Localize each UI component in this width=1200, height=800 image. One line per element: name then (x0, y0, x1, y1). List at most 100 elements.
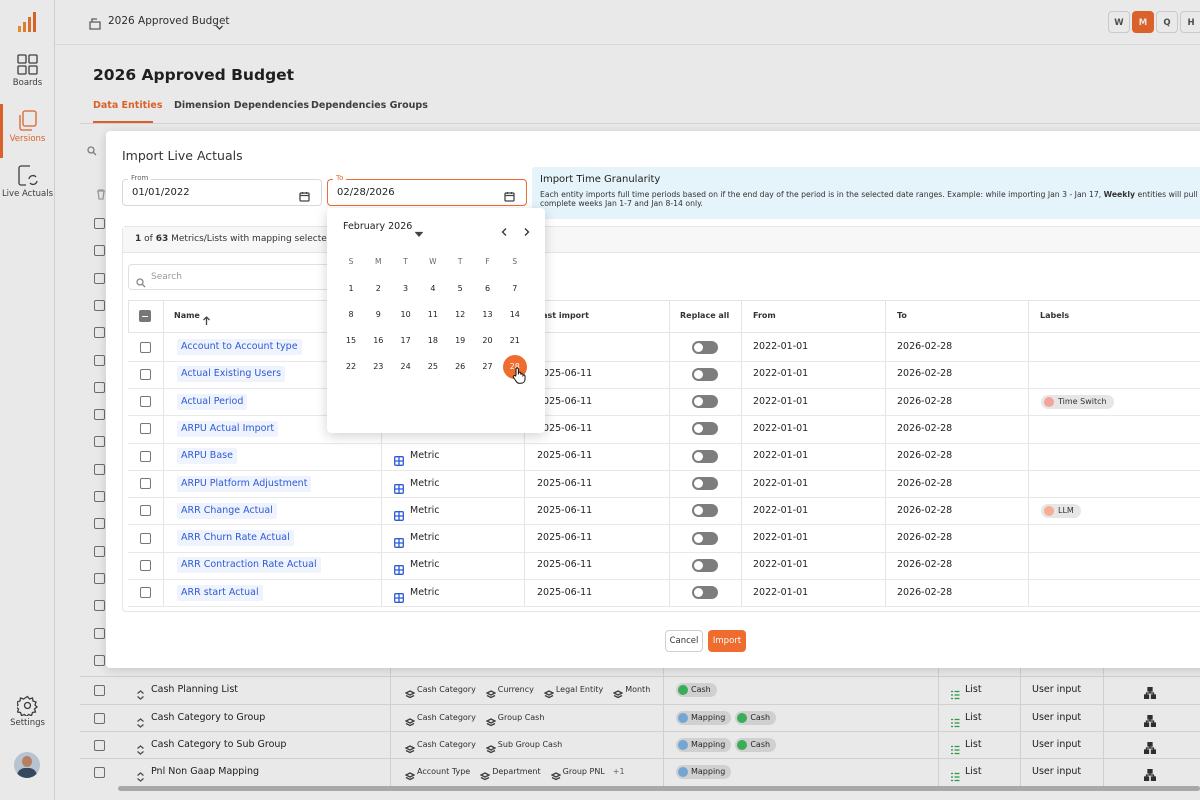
period-button[interactable]: Q (1156, 11, 1178, 33)
day[interactable]: 5 (457, 284, 463, 293)
day[interactable]: 17 (400, 336, 411, 345)
day[interactable]: 27 (482, 362, 493, 371)
tab[interactable]: Dependencies Groups (311, 100, 428, 111)
hierarchy-icon[interactable] (1143, 684, 1157, 700)
period-button[interactable]: M (1132, 11, 1154, 33)
nav-icon[interactable] (17, 110, 38, 131)
bg-checkbox[interactable] (94, 354, 105, 366)
entity-link[interactable]: ARR Churn Rate Actual (177, 530, 294, 547)
column-header[interactable]: Name (174, 311, 200, 320)
hierarchy-icon[interactable] (1143, 712, 1157, 728)
tab[interactable]: Dimension Dependencies (174, 100, 310, 111)
period-button[interactable]: H (1180, 11, 1200, 33)
entity-link[interactable]: Actual Period (177, 393, 248, 410)
replace-toggle[interactable] (692, 422, 718, 436)
row-checkbox[interactable] (140, 423, 151, 435)
day[interactable]: 12 (455, 310, 466, 319)
entity-link[interactable]: ARR Change Actual (177, 502, 277, 519)
day[interactable]: 14 (509, 310, 520, 319)
month-caret[interactable] (414, 223, 424, 237)
search-placeholder[interactable]: Search (151, 272, 182, 282)
row-checkbox[interactable] (140, 532, 151, 544)
bg-checkbox[interactable] (94, 740, 105, 751)
next-month[interactable] (522, 222, 531, 236)
replace-toggle[interactable] (692, 531, 718, 545)
calendar-month[interactable]: February 2026 (343, 221, 413, 232)
day[interactable]: 21 (509, 336, 520, 345)
day[interactable]: 28 (509, 362, 520, 371)
nav-label[interactable]: Boards (12, 78, 43, 88)
period-label[interactable]: Q (1163, 18, 1171, 28)
row-checkbox[interactable] (140, 587, 151, 599)
entity-link[interactable]: ARPU Actual Import (177, 420, 279, 437)
bg-checkbox[interactable] (94, 327, 105, 339)
calendar-icon[interactable] (299, 187, 310, 202)
date-field-value[interactable]: 02/28/2026 (337, 187, 395, 198)
replace-toggle[interactable] (692, 558, 718, 572)
breadcrumb-caret[interactable] (215, 17, 224, 30)
cancel-button[interactable]: Cancel (665, 630, 703, 652)
replace-toggle[interactable] (692, 504, 718, 518)
entity-link[interactable]: ARPU Platform Adjustment (177, 475, 312, 492)
replace-toggle[interactable] (692, 477, 718, 490)
row-checkbox[interactable] (140, 505, 151, 517)
bg-checkbox[interactable] (94, 299, 105, 311)
bg-checkbox[interactable] (94, 518, 105, 530)
nav-label[interactable]: Versions (9, 134, 46, 144)
replace-toggle[interactable] (692, 340, 718, 354)
day[interactable]: 19 (455, 336, 466, 345)
bg-checkbox[interactable] (94, 436, 105, 448)
bg-checkbox[interactable] (94, 600, 105, 612)
entity-link[interactable]: Actual Existing Users (177, 366, 286, 383)
expand-icon[interactable] (136, 685, 145, 700)
day[interactable]: 9 (375, 310, 381, 319)
day[interactable]: 16 (373, 336, 384, 345)
day[interactable]: 22 (345, 362, 357, 371)
bg-checkbox[interactable] (94, 713, 105, 724)
date-field-value[interactable]: 01/01/2022 (132, 187, 190, 198)
bg-checkbox[interactable] (94, 685, 105, 696)
row-checkbox[interactable] (140, 396, 151, 408)
cancel-label[interactable]: Cancel (669, 636, 699, 646)
bg-checkbox[interactable] (94, 654, 105, 666)
day[interactable]: 11 (427, 310, 438, 319)
import-label[interactable]: Import (712, 636, 742, 646)
bg-checkbox[interactable] (94, 409, 105, 421)
hierarchy-icon[interactable] (1143, 739, 1157, 755)
replace-toggle[interactable] (692, 586, 718, 600)
bg-checkbox[interactable] (94, 627, 105, 639)
period-label[interactable]: M (1138, 18, 1148, 28)
sort-icon[interactable] (202, 311, 211, 325)
hierarchy-icon[interactable] (1143, 766, 1157, 782)
row-checkbox[interactable] (140, 341, 151, 353)
expand-icon[interactable] (136, 767, 145, 782)
period-label[interactable]: H (1187, 18, 1195, 28)
day[interactable]: 4 (430, 284, 436, 293)
bg-checkbox[interactable] (94, 491, 105, 502)
replace-toggle[interactable] (692, 449, 718, 463)
row-checkbox[interactable] (140, 368, 151, 380)
period-button[interactable]: W (1108, 11, 1130, 33)
expand-icon[interactable] (136, 713, 145, 728)
day[interactable]: 3 (403, 284, 409, 293)
day[interactable]: 10 (400, 310, 411, 319)
bg-checkbox[interactable] (94, 272, 105, 284)
entity-link[interactable]: ARR start Actual (177, 584, 263, 601)
bg-checkbox[interactable] (94, 767, 105, 778)
search-box[interactable]: Search (128, 264, 348, 290)
day[interactable]: 2 (375, 284, 381, 293)
calendar-icon[interactable] (504, 187, 515, 202)
row-checkbox[interactable] (140, 559, 151, 571)
entity-link[interactable]: ARR Contraction Rate Actual (177, 557, 321, 574)
day[interactable]: 13 (482, 310, 493, 319)
expand-icon[interactable] (136, 740, 145, 755)
nav-label[interactable]: Live Actuals (1, 189, 54, 199)
breadcrumb[interactable]: 2026 Approved Budget (108, 15, 230, 27)
nav-icon[interactable] (17, 165, 38, 186)
day[interactable]: 18 (427, 336, 438, 345)
day[interactable]: 26 (455, 362, 466, 371)
day[interactable]: 7 (512, 284, 518, 293)
horizontal-scrollbar[interactable] (118, 786, 1200, 791)
row-checkbox[interactable] (140, 478, 151, 489)
day[interactable]: 20 (482, 336, 493, 345)
